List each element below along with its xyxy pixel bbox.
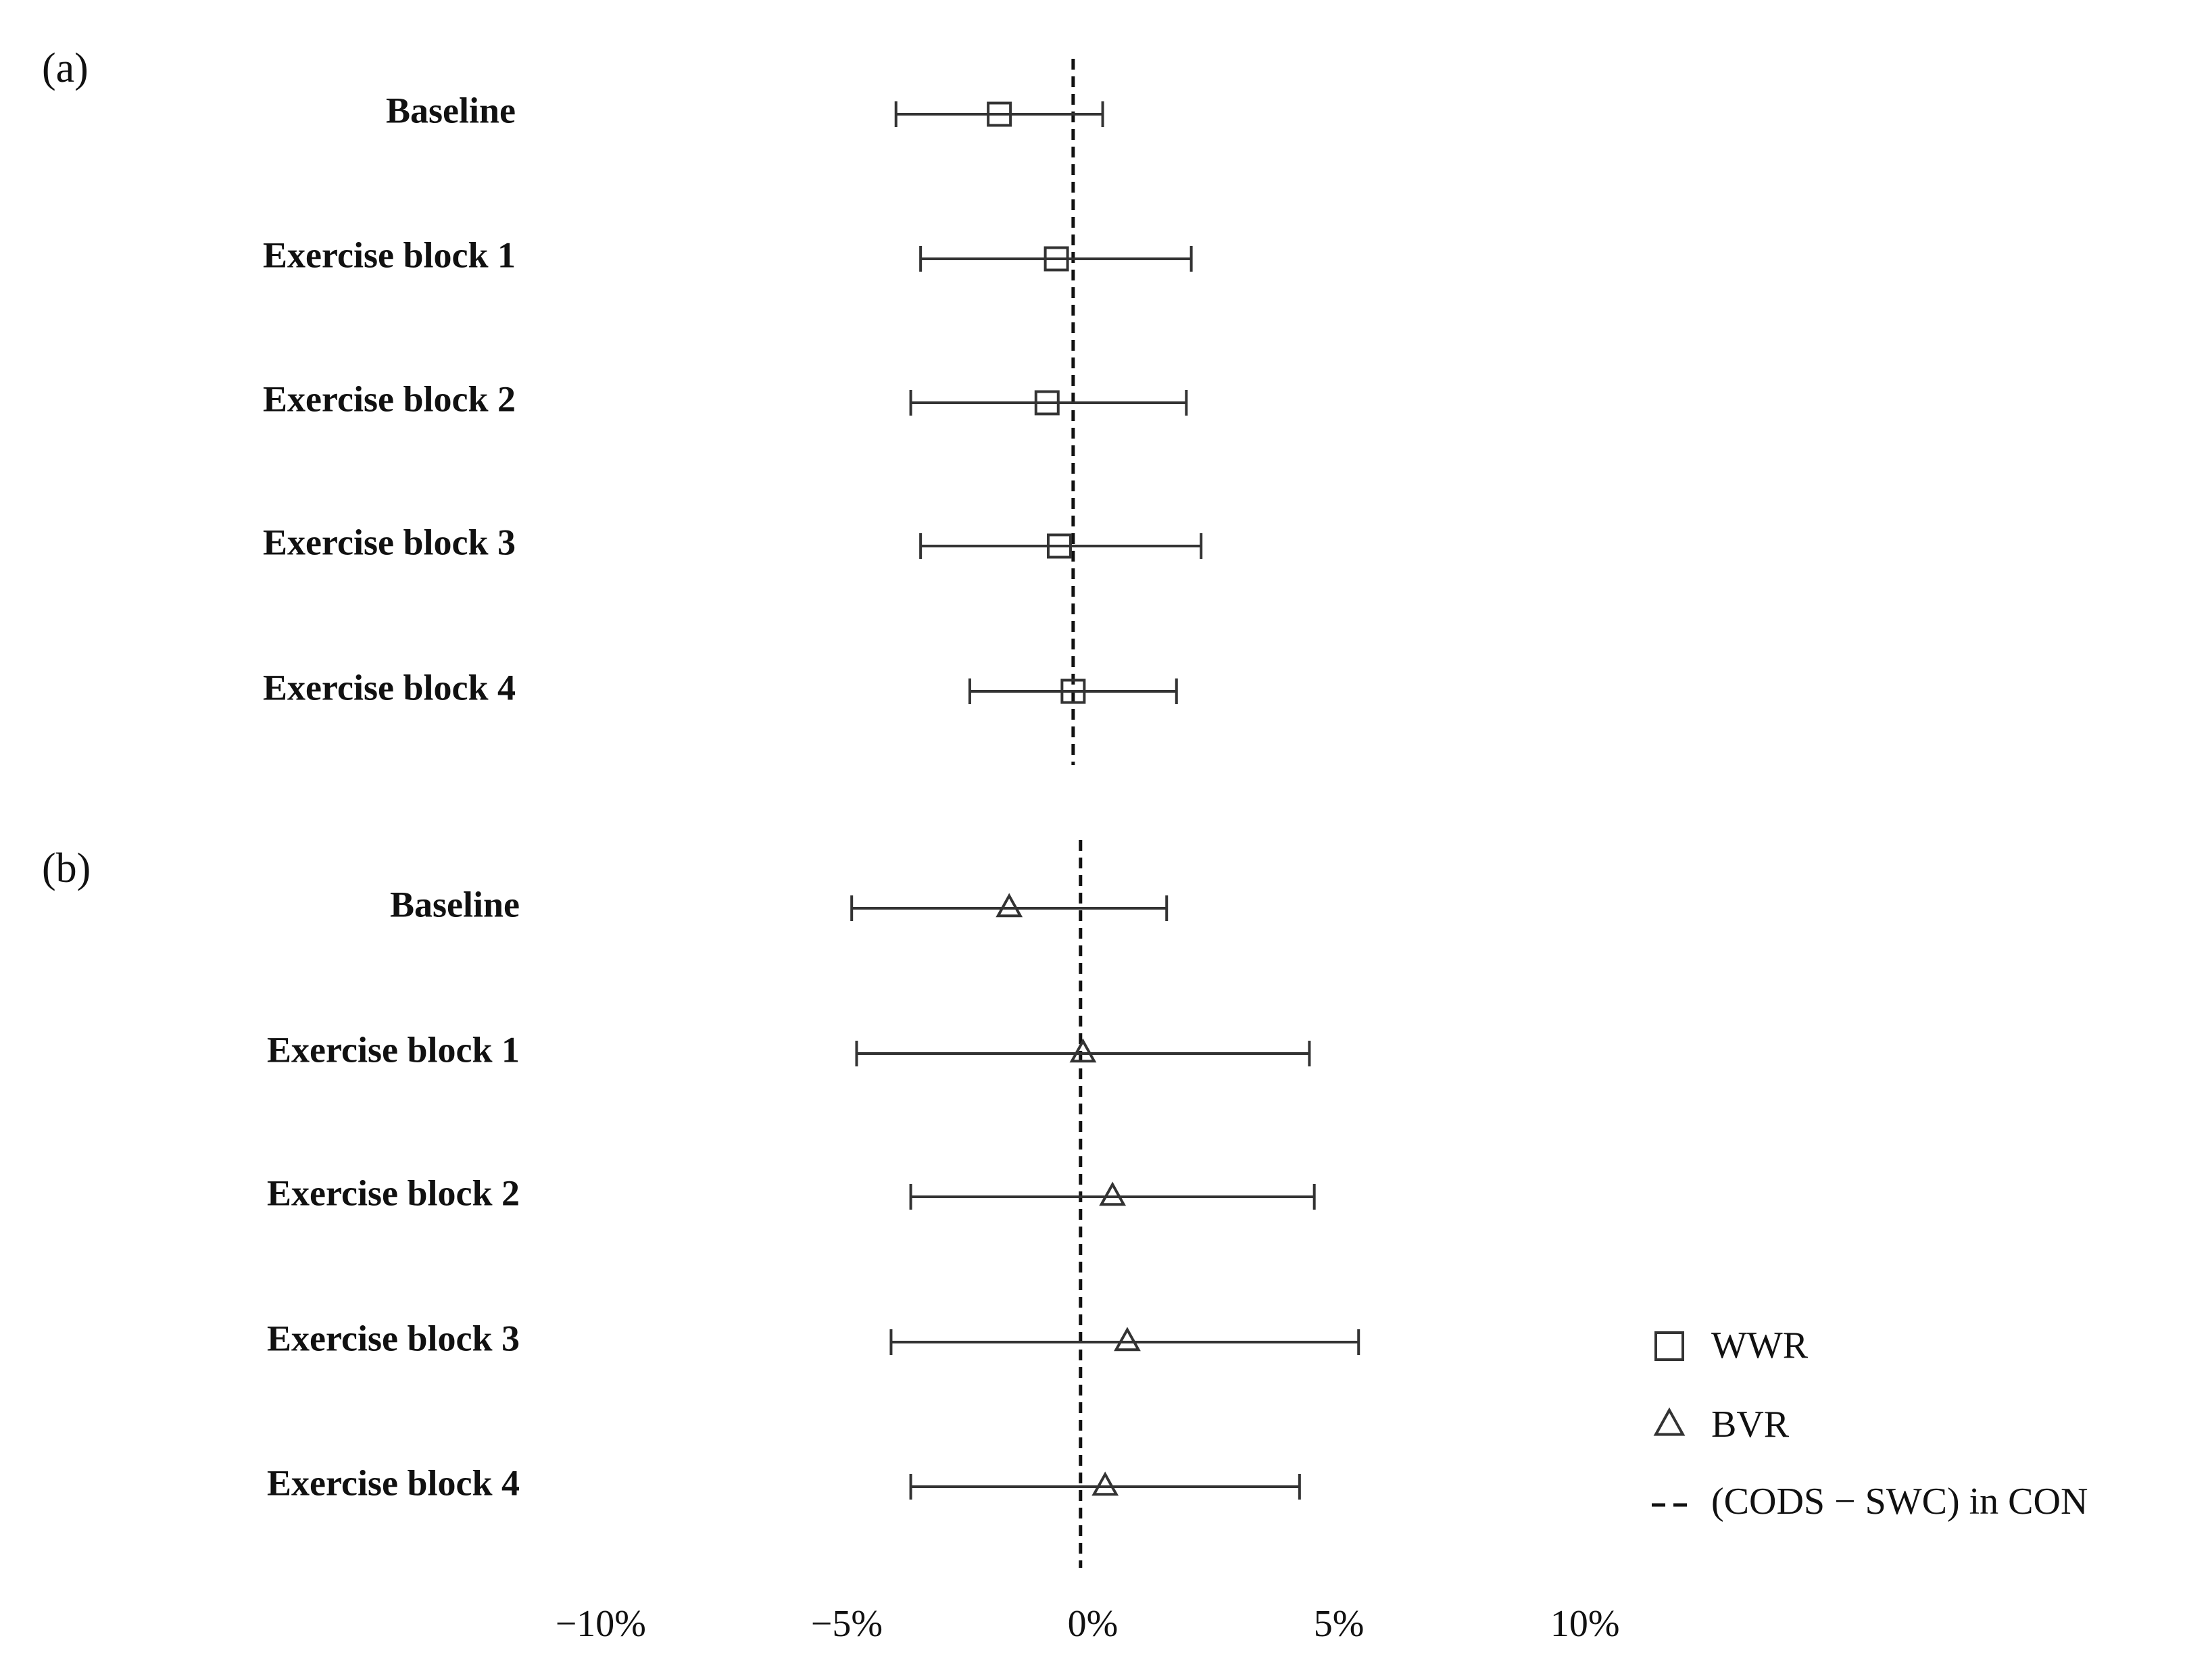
- category-label: Baseline: [390, 884, 520, 924]
- category-label: Baseline: [386, 90, 516, 130]
- category-label: Exercise block 2: [267, 1172, 520, 1213]
- category-label: Exercise block 1: [263, 234, 516, 275]
- legend-label: BVR: [1711, 1404, 1790, 1446]
- marker: [1091, 1471, 1119, 1496]
- marker: [987, 101, 1012, 127]
- marker: [1046, 533, 1072, 559]
- marker: [1099, 1181, 1127, 1206]
- x-tick-label: 10%: [1550, 1603, 1620, 1645]
- marker: [1069, 1038, 1097, 1063]
- category-label: Exercise block 4: [263, 667, 516, 708]
- x-tick-label: 0%: [1068, 1603, 1119, 1645]
- category-label: Exercise block 1: [267, 1029, 520, 1070]
- x-tick-label: 5%: [1314, 1603, 1365, 1645]
- marker: [1060, 678, 1086, 704]
- panel-label: (b): [42, 845, 91, 891]
- category-label: Exercise block 3: [263, 522, 516, 562]
- category-label: Exercise block 4: [267, 1462, 520, 1503]
- legend-label: WWR: [1711, 1325, 1809, 1366]
- marker: [996, 893, 1023, 918]
- x-tick-label: −5%: [811, 1603, 883, 1645]
- marker: [1653, 1407, 1686, 1436]
- marker: [1034, 390, 1060, 416]
- marker: [1044, 246, 1069, 272]
- category-label: Exercise block 2: [263, 378, 516, 419]
- legend-label: (CODS − SWC) in CON: [1711, 1481, 2088, 1523]
- panel-label: (a): [42, 45, 89, 91]
- marker: [1114, 1327, 1141, 1352]
- x-tick-label: −10%: [556, 1603, 646, 1645]
- marker: [1654, 1331, 1684, 1361]
- category-label: Exercise block 3: [267, 1318, 520, 1358]
